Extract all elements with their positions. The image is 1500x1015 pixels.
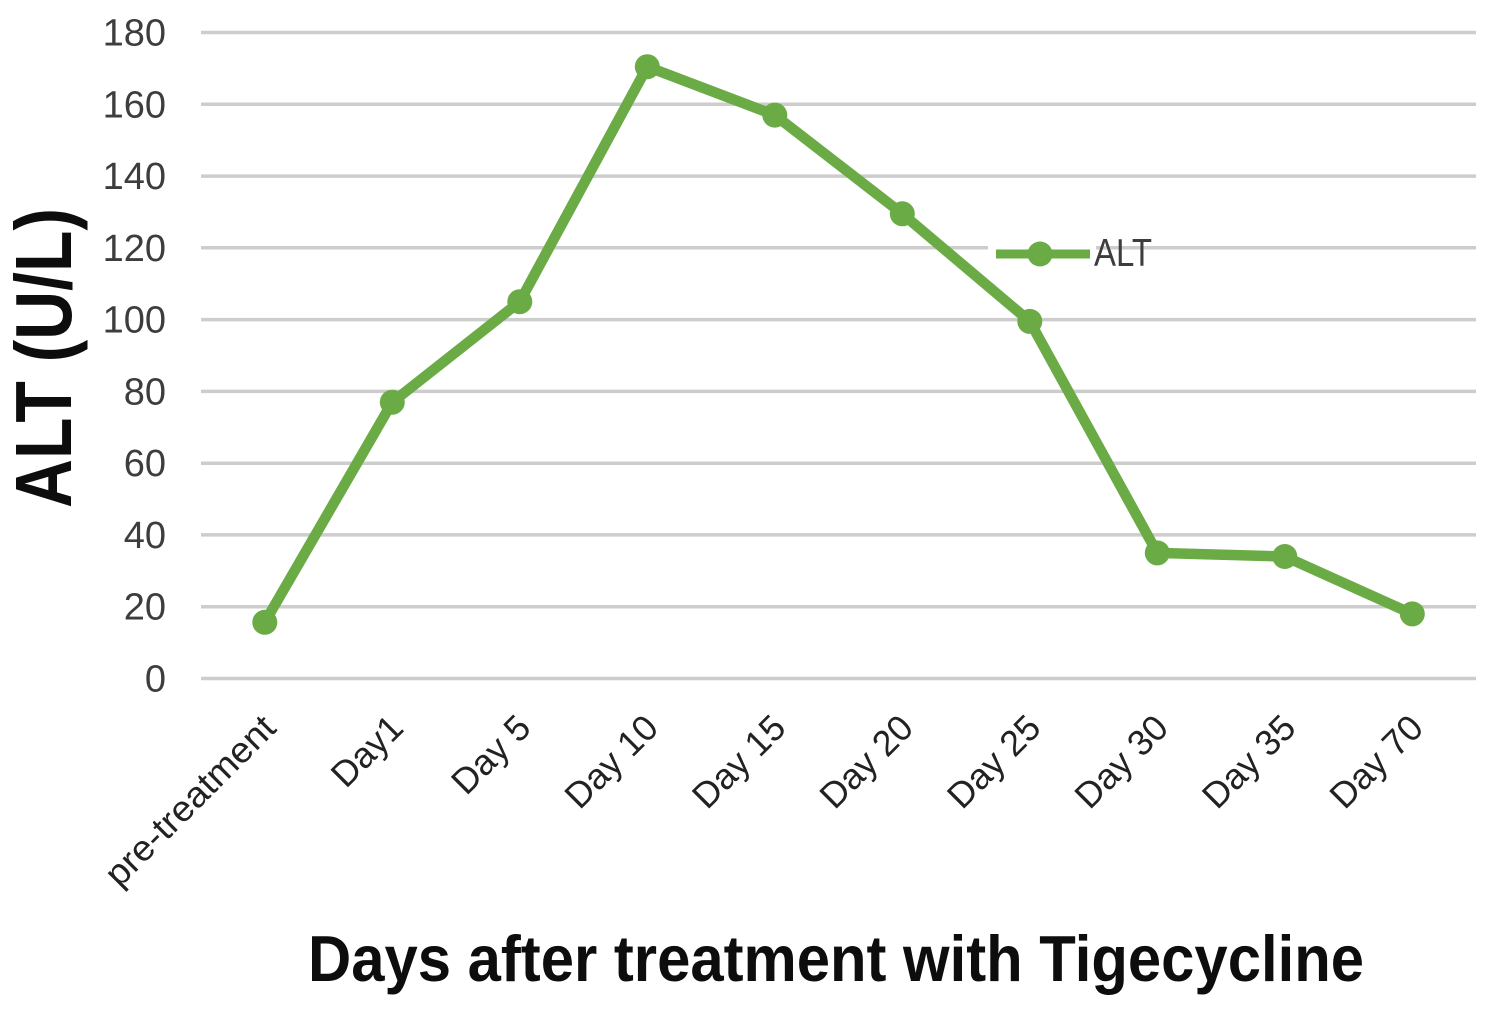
svg-text:20: 20 xyxy=(124,587,166,629)
svg-text:120: 120 xyxy=(103,228,166,270)
svg-text:100: 100 xyxy=(103,300,166,342)
svg-text:0: 0 xyxy=(145,659,166,701)
svg-text:60: 60 xyxy=(124,443,166,485)
svg-text:80: 80 xyxy=(124,371,166,413)
svg-text:140: 140 xyxy=(103,156,166,198)
svg-text:Days after treatment with Tige: Days after treatment with Tigecycline xyxy=(308,922,1364,995)
svg-text:160: 160 xyxy=(103,84,166,126)
svg-text:ALT: ALT xyxy=(1094,232,1152,275)
svg-text:180: 180 xyxy=(103,13,166,55)
svg-text:ALT (U/L): ALT (U/L) xyxy=(0,208,88,508)
svg-text:40: 40 xyxy=(124,515,166,557)
